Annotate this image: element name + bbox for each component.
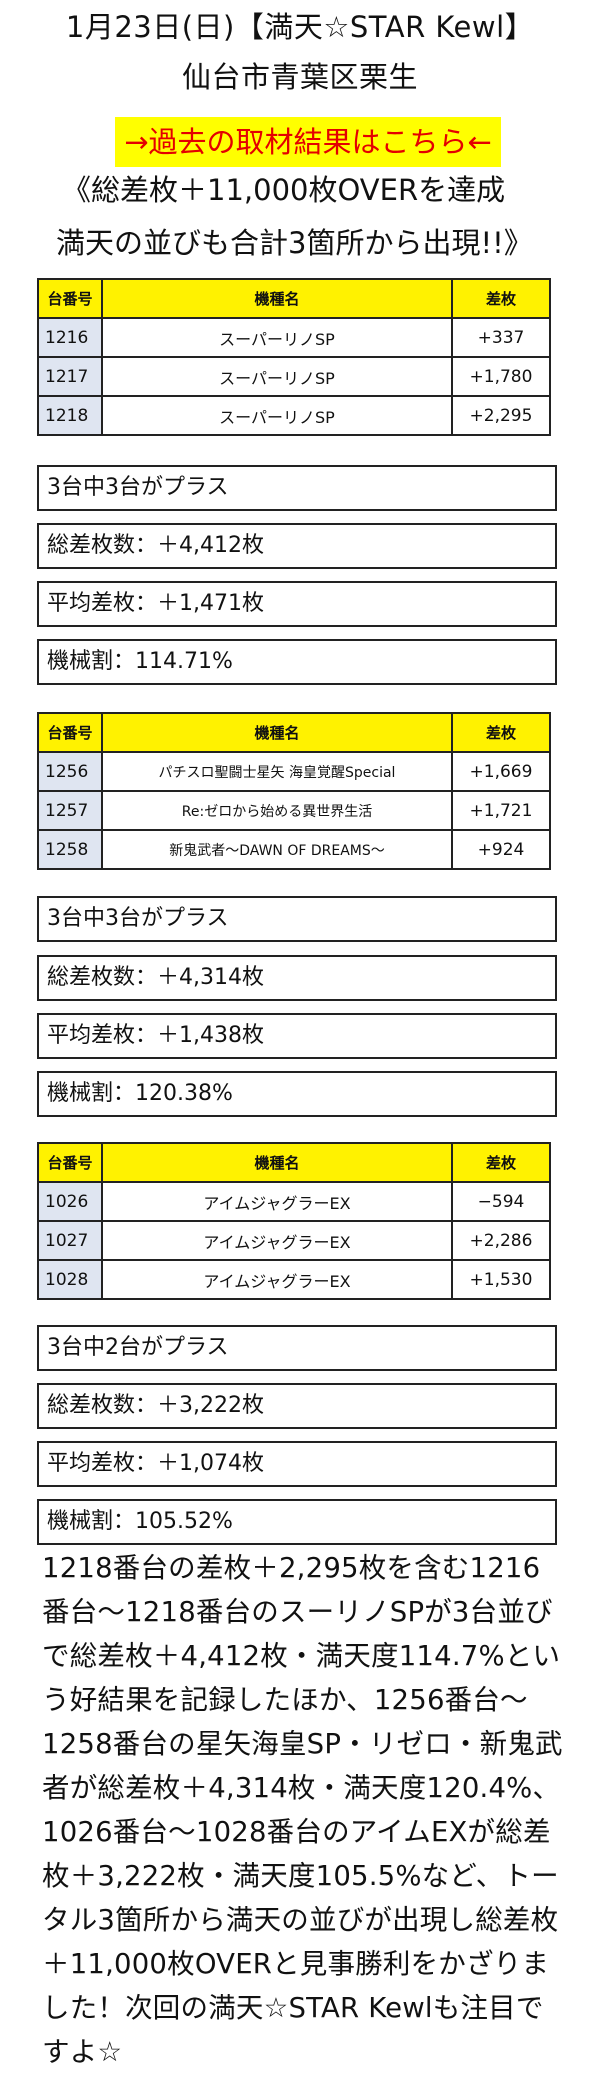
- column-header-machine: 機種名: [101, 278, 453, 319]
- summary-line: 1258番台の星矢海皇SP・リゼロ・新鬼武: [42, 1728, 563, 1760]
- machine-name: Re:ゼロから始める異世界生活: [101, 790, 453, 831]
- table-header-row: 台番号 機種名 差枚: [37, 1142, 551, 1183]
- machine-number: 1027: [37, 1220, 103, 1261]
- table-row: 1026 アイムジャグラーEX −594: [37, 1181, 551, 1222]
- machine-name: スーパーリノSP: [101, 317, 453, 358]
- table-header-row: 台番号 機種名 差枚: [37, 712, 551, 753]
- summary-line: 1218番台の差枚＋2,295枚を含む1216: [42, 1552, 541, 1584]
- summary-line: 者が総差枚＋4,314枚・満天度120.4%、: [42, 1772, 561, 1804]
- summary-line: すよ☆: [42, 2036, 123, 2068]
- coin-diff: +2,295: [451, 395, 551, 436]
- summary-line: した！次回の満天☆STAR Kewlも注目で: [42, 1992, 544, 2024]
- table-row: 1257 Re:ゼロから始める異世界生活 +1,721: [37, 790, 551, 831]
- summary-line: 1026番台〜1028番台のアイムEXが総差: [42, 1816, 551, 1848]
- coin-diff: +2,286: [451, 1220, 551, 1261]
- summary-line: タル3箇所から満天の並びが出現し総差枚: [42, 1904, 559, 1936]
- summary-paragraph: 1218番台の差枚＋2,295枚を含む1216 番台〜1218番台のスーリノSP…: [42, 1546, 563, 2074]
- machine-number: 1216: [37, 317, 103, 358]
- total-diff-box: 総差枚数：＋3,222枚: [37, 1383, 557, 1429]
- average-diff-box: 平均差枚：＋1,074枚: [37, 1441, 557, 1487]
- machine-number: 1217: [37, 356, 103, 397]
- results-table-1: 台番号 機種名 差枚 1216 スーパーリノSP +337 1217 スーパーリ…: [37, 278, 551, 436]
- results-table-2: 台番号 機種名 差枚 1256 パチスロ聖闘士星矢 海皇覚醒Special +1…: [37, 712, 551, 870]
- page-title: 1月23日(日)【満天☆STAR Kewl】: [65, 10, 535, 44]
- table-row: 1028 アイムジャグラーEX +1,530: [37, 1259, 551, 1300]
- summary-line: 枚＋3,222枚・満天度105.5%など、トー: [42, 1860, 559, 1892]
- payout-rate-box: 機械割：120.38%: [37, 1071, 557, 1117]
- machine-number: 1258: [37, 829, 103, 870]
- machine-name: アイムジャグラーEX: [101, 1181, 453, 1222]
- machine-number: 1256: [37, 751, 103, 792]
- payout-rate-box: 機械割：105.52%: [37, 1499, 557, 1545]
- machine-name: アイムジャグラーEX: [101, 1220, 453, 1261]
- table-header-row: 台番号 機種名 差枚: [37, 278, 551, 319]
- column-header-number: 台番号: [37, 278, 103, 319]
- coin-diff: +1,780: [451, 356, 551, 397]
- column-header-number: 台番号: [37, 1142, 103, 1183]
- plus-count-box: 3台中2台がプラス: [37, 1325, 557, 1371]
- headline-line-1: 《総差枚＋11,000枚OVERを達成: [62, 173, 506, 207]
- column-header-machine: 機種名: [101, 1142, 453, 1183]
- machine-number: 1026: [37, 1181, 103, 1222]
- past-results-link[interactable]: →過去の取材結果はこちら←: [115, 117, 501, 167]
- headline-line-2: 満天の並びも合計3箇所から出現!!》: [56, 226, 533, 260]
- plus-count-box: 3台中3台がプラス: [37, 465, 557, 511]
- machine-number: 1028: [37, 1259, 103, 1300]
- summary-line: ＋11,000枚OVERと見事勝利をかざりま: [42, 1948, 550, 1980]
- column-header-diff: 差枚: [451, 712, 551, 753]
- column-header-number: 台番号: [37, 712, 103, 753]
- machine-name: 新鬼武者〜DAWN OF DREAMS〜: [101, 829, 453, 870]
- table-row: 1258 新鬼武者〜DAWN OF DREAMS〜 +924: [37, 829, 551, 870]
- plus-count-box: 3台中3台がプラス: [37, 896, 557, 942]
- summary-line: う好結果を記録したほか、1256番台〜: [42, 1684, 528, 1716]
- average-diff-box: 平均差枚：＋1,471枚: [37, 581, 557, 627]
- column-header-diff: 差枚: [451, 1142, 551, 1183]
- summary-line: で総差枚＋4,412枚・満天度114.7%とい: [42, 1640, 561, 1672]
- machine-name: スーパーリノSP: [101, 395, 453, 436]
- table-row: 1217 スーパーリノSP +1,780: [37, 356, 551, 397]
- machine-number: 1257: [37, 790, 103, 831]
- table-row: 1256 パチスロ聖闘士星矢 海皇覚醒Special +1,669: [37, 751, 551, 792]
- table-row: 1218 スーパーリノSP +2,295: [37, 395, 551, 436]
- coin-diff: +1,669: [451, 751, 551, 792]
- total-diff-box: 総差枚数：＋4,412枚: [37, 523, 557, 569]
- column-header-machine: 機種名: [101, 712, 453, 753]
- average-diff-box: 平均差枚：＋1,438枚: [37, 1013, 557, 1059]
- table-row: 1216 スーパーリノSP +337: [37, 317, 551, 358]
- payout-rate-box: 機械割：114.71%: [37, 639, 557, 685]
- machine-name: パチスロ聖闘士星矢 海皇覚醒Special: [101, 751, 453, 792]
- total-diff-box: 総差枚数：＋4,314枚: [37, 955, 557, 1001]
- table-row: 1027 アイムジャグラーEX +2,286: [37, 1220, 551, 1261]
- coin-diff: −594: [451, 1181, 551, 1222]
- coin-diff: +1,721: [451, 790, 551, 831]
- machine-name: アイムジャグラーEX: [101, 1259, 453, 1300]
- machine-name: スーパーリノSP: [101, 356, 453, 397]
- coin-diff: +1,530: [451, 1259, 551, 1300]
- location-subtitle: 仙台市青葉区栗生: [181, 60, 418, 94]
- column-header-diff: 差枚: [451, 278, 551, 319]
- machine-number: 1218: [37, 395, 103, 436]
- coin-diff: +924: [451, 829, 551, 870]
- summary-line: 番台〜1218番台のスーリノSPが3台並び: [42, 1596, 553, 1628]
- coin-diff: +337: [451, 317, 551, 358]
- results-table-3: 台番号 機種名 差枚 1026 アイムジャグラーEX −594 1027 アイム…: [37, 1142, 551, 1300]
